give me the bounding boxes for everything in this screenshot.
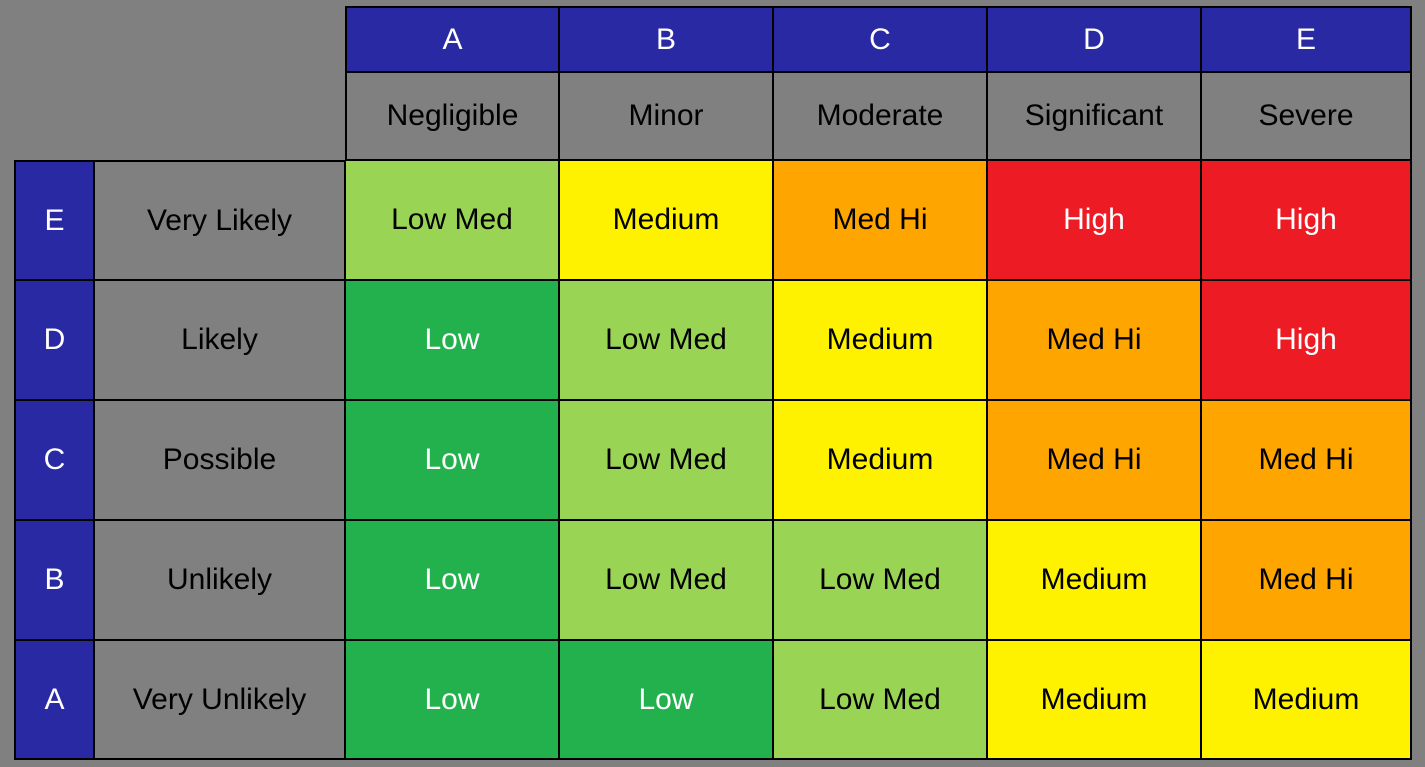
risk-cell-D-C: Medium: [773, 280, 987, 400]
blank-corner: [14, 72, 94, 160]
risk-cell-D-A: Low: [345, 280, 559, 400]
row-label-E: Very Likely: [94, 160, 345, 280]
risk-cell-B-C: Low Med: [773, 520, 987, 640]
col-code-E: E: [1201, 6, 1412, 72]
risk-cell-C-B: Low Med: [559, 400, 773, 520]
col-label-D: Significant: [987, 72, 1201, 160]
row-label-C: Possible: [94, 400, 345, 520]
risk-cell-E-A: Low Med: [345, 160, 559, 280]
col-label-C: Moderate: [773, 72, 987, 160]
row-label-B: Unlikely: [94, 520, 345, 640]
col-code-D: D: [987, 6, 1201, 72]
risk-cell-D-D: Med Hi: [987, 280, 1201, 400]
risk-cell-D-B: Low Med: [559, 280, 773, 400]
risk-cell-B-D: Medium: [987, 520, 1201, 640]
risk-cell-B-E: Med Hi: [1201, 520, 1412, 640]
risk-cell-E-B: Medium: [559, 160, 773, 280]
col-code-A: A: [345, 6, 559, 72]
blank-corner: [94, 6, 345, 72]
risk-matrix: ABCDENegligibleMinorModerateSignificantS…: [14, 6, 1412, 760]
row-label-A: Very Unlikely: [94, 640, 345, 760]
col-label-E: Severe: [1201, 72, 1412, 160]
col-code-B: B: [559, 6, 773, 72]
row-code-C: C: [14, 400, 94, 520]
row-code-E: E: [14, 160, 94, 280]
risk-cell-A-E: Medium: [1201, 640, 1412, 760]
col-label-A: Negligible: [345, 72, 559, 160]
blank-corner: [14, 6, 94, 72]
row-code-B: B: [14, 520, 94, 640]
risk-cell-A-C: Low Med: [773, 640, 987, 760]
risk-cell-E-C: Med Hi: [773, 160, 987, 280]
row-code-D: D: [14, 280, 94, 400]
risk-cell-A-A: Low: [345, 640, 559, 760]
risk-cell-D-E: High: [1201, 280, 1412, 400]
risk-cell-B-B: Low Med: [559, 520, 773, 640]
risk-cell-E-D: High: [987, 160, 1201, 280]
risk-cell-C-C: Medium: [773, 400, 987, 520]
risk-cell-B-A: Low: [345, 520, 559, 640]
col-label-B: Minor: [559, 72, 773, 160]
risk-cell-C-E: Med Hi: [1201, 400, 1412, 520]
risk-cell-E-E: High: [1201, 160, 1412, 280]
risk-cell-C-A: Low: [345, 400, 559, 520]
blank-corner: [94, 72, 345, 160]
risk-cell-A-D: Medium: [987, 640, 1201, 760]
row-label-D: Likely: [94, 280, 345, 400]
canvas: ABCDENegligibleMinorModerateSignificantS…: [0, 0, 1425, 767]
row-code-A: A: [14, 640, 94, 760]
col-code-C: C: [773, 6, 987, 72]
risk-cell-C-D: Med Hi: [987, 400, 1201, 520]
risk-cell-A-B: Low: [559, 640, 773, 760]
